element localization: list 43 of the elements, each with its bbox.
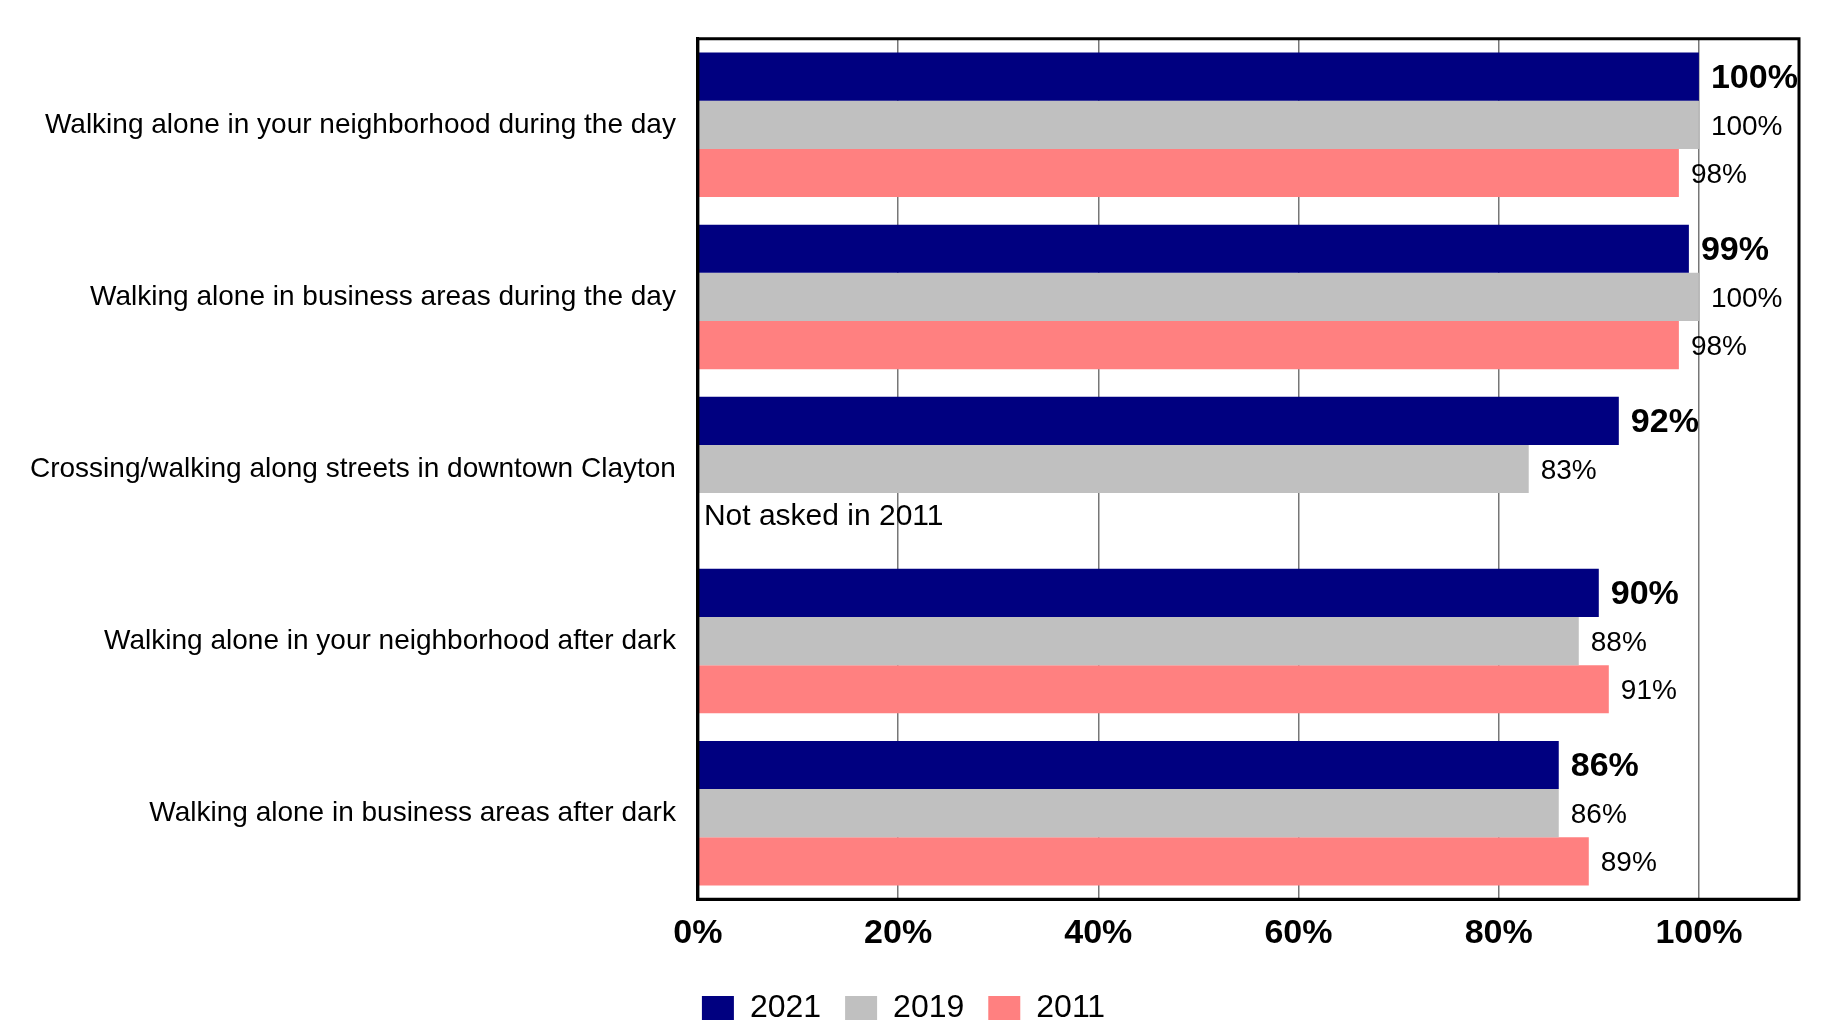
data-label: 90% [1610,573,1679,612]
data-label: 89% [1600,846,1657,878]
bar [698,837,1589,886]
data-label: 99% [1700,229,1769,268]
y-tick-label: Walking alone in business areas during the day [90,279,676,311]
x-tick-label: 0% [673,911,723,950]
bar [698,740,1559,790]
data-label: 100% [1710,109,1783,141]
x-tick-label: 60% [1264,911,1333,950]
bar [698,396,1619,445]
bar [698,224,1689,273]
legend-label: 2021 [749,987,822,1024]
x-tick-label: 40% [1064,911,1133,950]
data-label: 98% [1690,329,1747,361]
annotation: Not asked in 2011 [703,498,944,532]
legend-label: 2011 [1036,987,1106,1024]
data-label: 100% [1710,57,1798,96]
x-tick-label: 100% [1655,911,1743,950]
y-tick-label: Walking alone in your neighborhood after dark [104,623,677,655]
x-tick-label: 80% [1464,911,1533,950]
bar [698,616,1579,666]
bar [698,568,1599,617]
bar [698,272,1699,322]
data-label: 100% [1710,281,1783,313]
data-label: 91% [1620,673,1677,705]
bar [698,444,1529,494]
y-tick-label: Walking alone in business areas after dark [149,795,677,827]
y-tick-label: Crossing/walking along streets in downtown Clayton [30,451,676,483]
data-label: 86% [1570,797,1627,829]
data-label: 92% [1630,401,1699,440]
data-label: 98% [1690,157,1747,189]
y-tick-label: Walking alone in your neighborhood during the day [44,107,676,139]
data-label: 83% [1540,453,1597,485]
bar [698,100,1699,149]
bar [698,665,1609,714]
bar [698,148,1679,198]
x-tick-label: 20% [864,911,933,950]
bar [698,52,1699,101]
bar [698,789,1559,838]
legend-label: 2019 [893,987,965,1024]
bar [698,321,1679,370]
data-label: 86% [1570,745,1639,784]
data-label: 88% [1590,625,1647,657]
